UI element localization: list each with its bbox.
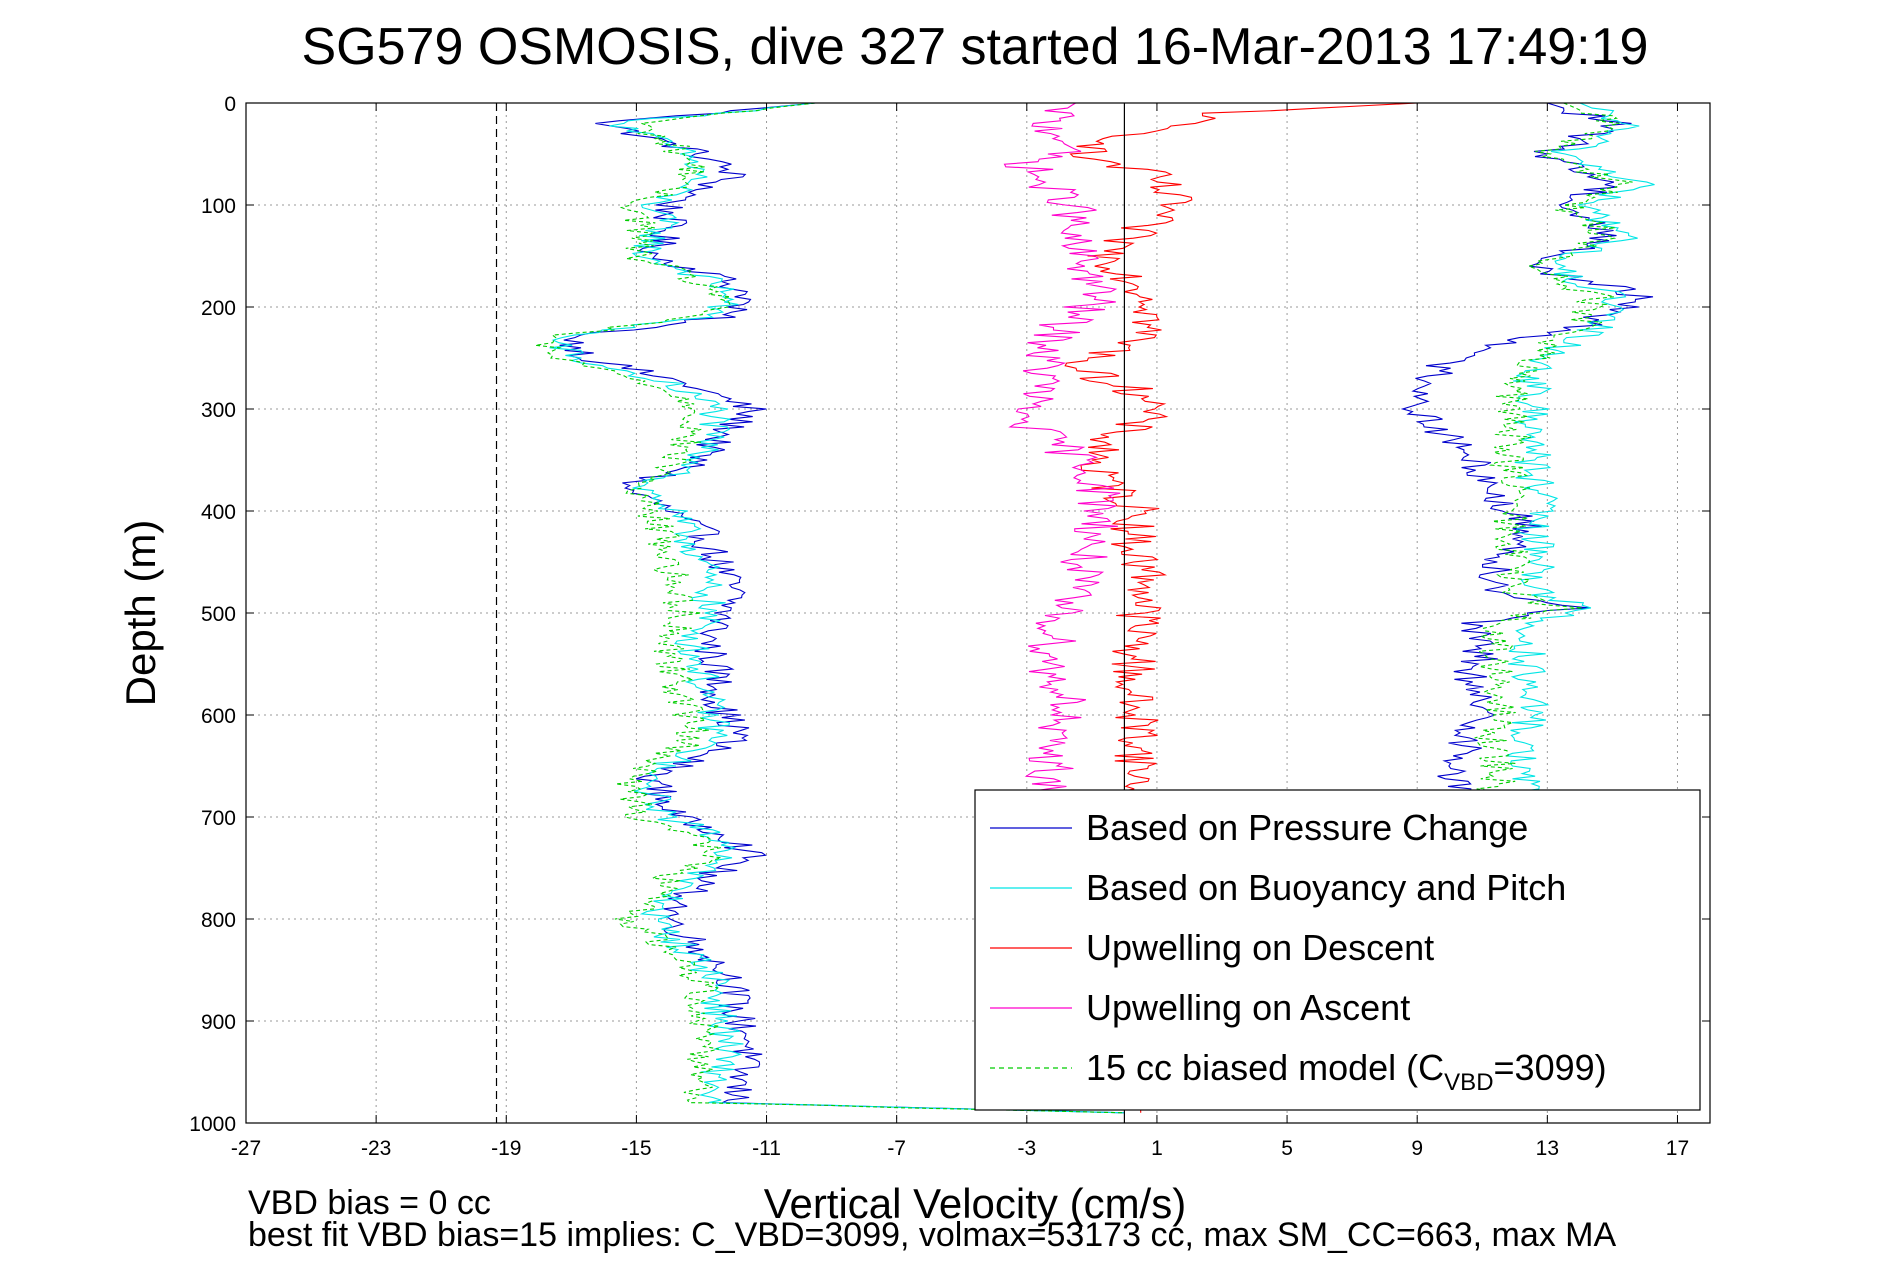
series-line-upwelling-on-ascent	[1003, 102, 1121, 798]
legend-label: Based on Buoyancy and Pitch	[1086, 867, 1566, 908]
legend-label: Based on Pressure Change	[1086, 807, 1528, 848]
chart-title: SG579 OSMOSIS, dive 327 started 16-Mar-2…	[302, 18, 1649, 76]
y-tick-label: 100	[201, 195, 236, 218]
x-tick-label: -23	[361, 1137, 391, 1160]
x-tick-label: 9	[1411, 1137, 1423, 1160]
legend-label: Upwelling on Ascent	[1086, 987, 1410, 1028]
series-line-based-on-buoyancy-and-pitch	[549, 102, 1125, 1114]
series-line-15-cc-biased-model-c-vbd-3099	[535, 102, 1125, 1114]
series-line-based-on-buoyancy-and-pitch-ascent	[1505, 102, 1655, 798]
x-axis-ticks: -27 -23 -19 -15 -11 -7 -3 1 5 9 13 17	[231, 103, 1689, 1160]
y-tick-label: 0	[224, 93, 236, 116]
vbd-bias-note: VBD bias = 0 cc	[248, 1184, 491, 1222]
y-tick-label: 800	[201, 909, 236, 932]
y-tick-label: 700	[201, 807, 236, 830]
series-line-based-on-pressure-change-ascent	[1400, 102, 1654, 798]
x-axis-label: Vertical Velocity (cm/s)	[764, 1180, 1186, 1227]
x-tick-label: 13	[1536, 1137, 1559, 1160]
legend: Based on Pressure Change Based on Buoyanc…	[974, 789, 1701, 1111]
x-tick-label: -3	[1017, 1137, 1036, 1160]
x-tick-label: -7	[887, 1137, 906, 1160]
x-tick-label: 1	[1151, 1137, 1163, 1160]
legend-label: 15 cc biased model (CVBD=3099)	[1086, 1047, 1607, 1096]
x-tick-label: -15	[621, 1137, 651, 1160]
legend-label: Upwelling on Descent	[1086, 927, 1434, 968]
x-tick-label: -19	[491, 1137, 521, 1160]
y-axis-ticks: 0 100 200 300 400 500 600 700 800 900 1000	[189, 93, 1710, 1136]
x-tick-label: 17	[1666, 1137, 1689, 1160]
y-tick-label: 900	[201, 1011, 236, 1034]
legend-box	[974, 789, 1701, 1111]
y-tick-label: 500	[201, 603, 236, 626]
x-tick-label: 5	[1281, 1137, 1293, 1160]
y-axis-label: Depth (m)	[117, 520, 164, 707]
x-tick-label: -11	[752, 1137, 781, 1160]
series-line-based-on-pressure-change	[559, 102, 1125, 1114]
y-tick-label: 400	[201, 501, 236, 524]
y-tick-label: 1000	[189, 1113, 236, 1136]
grid-lines	[245, 102, 1710, 1124]
x-tick-label: -27	[231, 1137, 261, 1160]
y-tick-label: 600	[201, 705, 236, 728]
y-tick-label: 300	[201, 399, 236, 422]
best-fit-note: best fit VBD bias=15 implies: C_VBD=3099…	[248, 1216, 1617, 1254]
y-tick-label: 200	[201, 297, 236, 320]
series-line-15-cc-biased-model-ascent	[1474, 102, 1633, 798]
